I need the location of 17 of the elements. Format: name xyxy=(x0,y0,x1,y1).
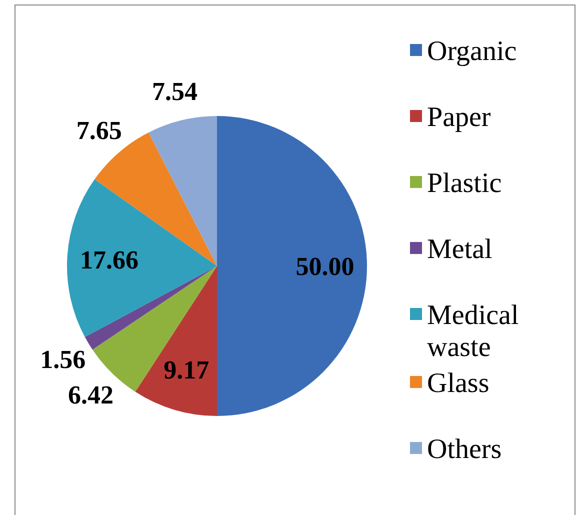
data-label: 7.54 xyxy=(152,77,198,106)
pie-slice xyxy=(217,116,367,416)
data-label: 17.66 xyxy=(80,245,138,274)
legend-label: Medical waste xyxy=(427,300,519,363)
legend-label: Others xyxy=(427,434,502,465)
legend-label: Glass xyxy=(427,368,490,399)
legend-label: Paper xyxy=(427,102,492,133)
legend-label: Metal xyxy=(427,234,493,265)
legend-label: Organic xyxy=(427,36,517,67)
data-label: 9.17 xyxy=(164,356,210,385)
pie-slice xyxy=(67,179,217,338)
data-label: 1.56 xyxy=(40,344,86,374)
data-label: 6.42 xyxy=(68,380,114,410)
data-label: 50.00 xyxy=(296,252,354,282)
legend-label: Plastic xyxy=(427,168,502,199)
pie-slice xyxy=(148,116,217,266)
data-label: 7.65 xyxy=(76,116,122,146)
